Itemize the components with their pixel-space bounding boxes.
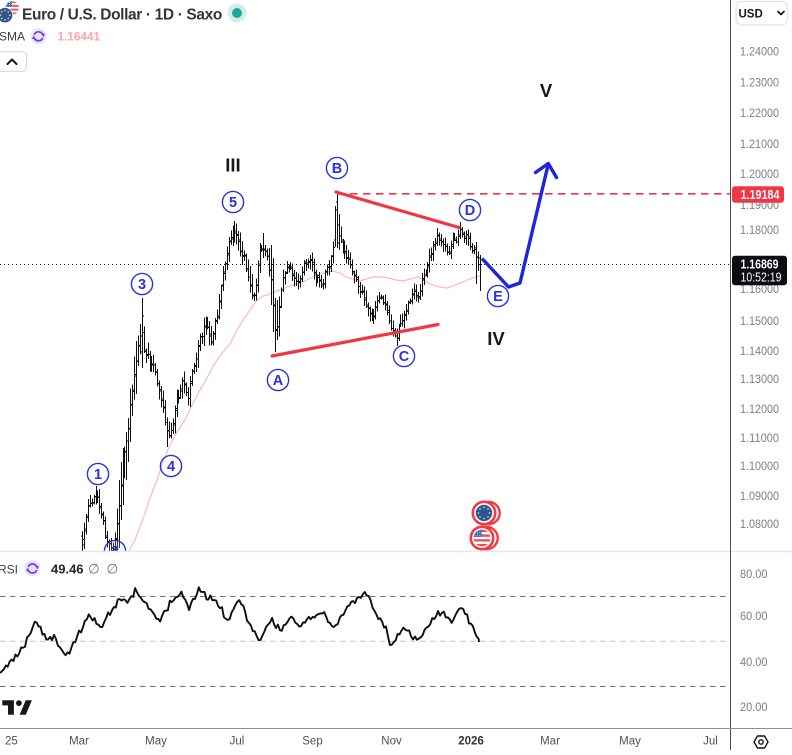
- svg-text:IV: IV: [487, 328, 505, 349]
- svg-text:5: 5: [229, 195, 237, 211]
- svg-text:49.46: 49.46: [51, 562, 84, 577]
- svg-text:1.21000: 1.21000: [740, 137, 779, 151]
- svg-text:1.23000: 1.23000: [740, 76, 779, 90]
- svg-text:D: D: [465, 203, 475, 219]
- svg-text:RSI: RSI: [0, 563, 18, 577]
- svg-text:1.08000: 1.08000: [740, 517, 779, 531]
- svg-text:E: E: [493, 289, 503, 305]
- svg-text:III: III: [225, 155, 240, 176]
- svg-text:4: 4: [167, 459, 175, 475]
- svg-text:1.10000: 1.10000: [740, 459, 779, 473]
- svg-text:1.15000: 1.15000: [740, 314, 779, 328]
- svg-text:10:52:19: 10:52:19: [741, 271, 782, 285]
- svg-text:Jul: Jul: [703, 736, 718, 748]
- svg-text:C: C: [399, 349, 410, 365]
- svg-text:1.24000: 1.24000: [740, 45, 779, 59]
- svg-text:1.12000: 1.12000: [740, 402, 779, 416]
- svg-text:1.13000: 1.13000: [740, 372, 779, 386]
- svg-text:B: B: [332, 161, 342, 177]
- svg-text:Mar: Mar: [69, 736, 89, 748]
- svg-text:2026: 2026: [458, 736, 484, 748]
- svg-text:1.16000: 1.16000: [740, 282, 779, 296]
- svg-text:1.09000: 1.09000: [740, 489, 779, 503]
- svg-text:1.16869: 1.16869: [741, 258, 779, 272]
- svg-text:1.14000: 1.14000: [740, 344, 779, 358]
- svg-text:20.00: 20.00: [740, 700, 768, 714]
- svg-text:80.00: 80.00: [740, 567, 768, 581]
- svg-text:Nov: Nov: [381, 736, 402, 748]
- svg-text:1.20000: 1.20000: [740, 167, 779, 181]
- svg-text:1: 1: [94, 467, 102, 483]
- svg-text:∅: ∅: [107, 562, 119, 577]
- svg-text:25: 25: [5, 736, 18, 748]
- svg-text:3: 3: [138, 277, 146, 293]
- svg-text:1.16441: 1.16441: [58, 30, 101, 44]
- svg-text:V: V: [540, 80, 553, 101]
- svg-text:40.00: 40.00: [740, 655, 768, 669]
- svg-text:USD: USD: [739, 9, 763, 21]
- svg-text:60.00: 60.00: [740, 609, 768, 623]
- svg-text:SMA: SMA: [0, 30, 25, 44]
- svg-text:1.19184: 1.19184: [741, 188, 780, 202]
- svg-text:1.22000: 1.22000: [740, 106, 779, 120]
- svg-text:May: May: [619, 736, 641, 748]
- svg-text:∅: ∅: [88, 562, 100, 577]
- svg-text:1.11000: 1.11000: [740, 431, 779, 445]
- svg-text:Jul: Jul: [230, 736, 245, 748]
- svg-text:Mar: Mar: [540, 736, 560, 748]
- svg-text:2: 2: [111, 544, 119, 560]
- svg-text:Sep: Sep: [302, 736, 322, 748]
- svg-text:May: May: [145, 736, 167, 748]
- svg-text:A: A: [273, 373, 284, 389]
- svg-text:1.18000: 1.18000: [740, 223, 779, 237]
- svg-text:Euro / U.S. Dollar · 1D · Saxo: Euro / U.S. Dollar · 1D · Saxo: [22, 7, 222, 24]
